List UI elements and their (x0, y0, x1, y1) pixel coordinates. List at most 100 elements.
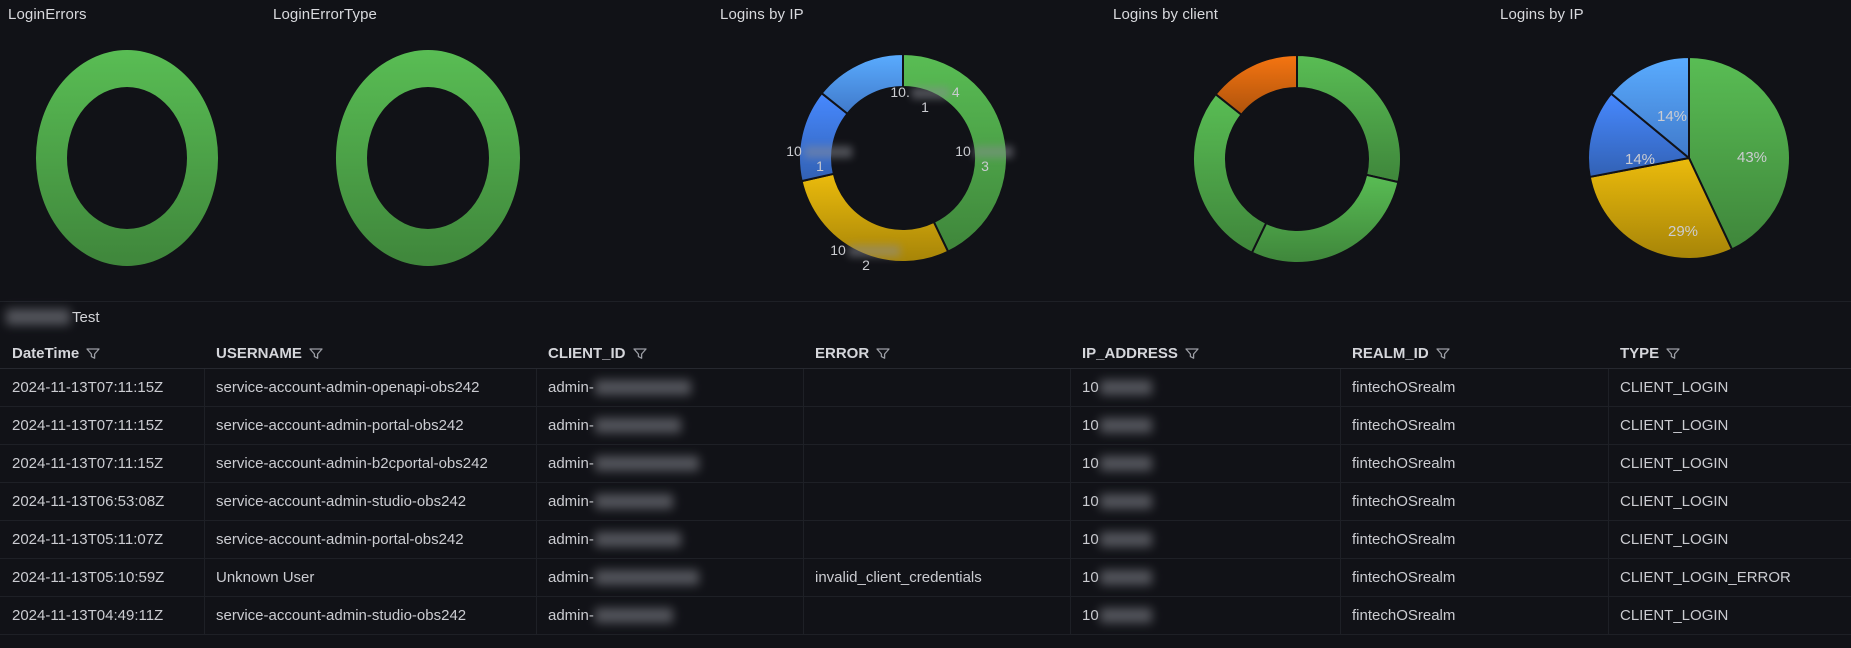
pie-slice-3-3[interactable] (1214, 54, 1298, 116)
table-header-row: DateTime USERNAME CLIENT_ID ERROR IP_ADDRESS… (0, 345, 1851, 369)
cell-type: CLIENT_LOGIN (1620, 455, 1729, 472)
cell-client-id: admin- (536, 559, 803, 596)
redacted-text (6, 309, 70, 325)
pie-slice-4-0[interactable] (1688, 56, 1791, 251)
cell-type: CLIENT_LOGIN (1620, 379, 1729, 396)
cell-error (803, 445, 1070, 482)
table-row: 2024-11-13T05:10:59Z Unknown User admin-in… (0, 559, 1851, 597)
column-header-error[interactable]: ERROR (815, 345, 890, 362)
column-header-ip_address[interactable]: IP_ADDRESS (1082, 345, 1199, 362)
table-panel-title[interactable]: Test (6, 308, 100, 326)
column-header-realm_id[interactable]: REALM_ID (1352, 345, 1450, 362)
column-divider (536, 369, 537, 635)
cell-type: CLIENT_LOGIN (1620, 607, 1729, 624)
filter-icon[interactable] (1436, 347, 1450, 360)
pie-slice-2-0[interactable] (902, 53, 1008, 253)
cell-type: CLIENT_LOGIN (1620, 417, 1729, 434)
cell-username: service-account-admin-studio-obs242 (216, 607, 467, 624)
cell-realm-id: fintechOSrealm (1352, 531, 1456, 548)
cell-ip-address: 10 (1070, 483, 1340, 520)
filter-icon[interactable] (1666, 347, 1680, 360)
cell-username: service-account-admin-portal-obs242 (216, 531, 464, 548)
column-divider (1608, 369, 1609, 635)
panel-title-login-errors[interactable]: LoginErrors (8, 6, 87, 23)
cell-username: service-account-admin-portal-obs242 (216, 417, 464, 434)
panel-title-logins-by-ip[interactable]: Logins by IP (720, 6, 804, 23)
column-divider (1340, 369, 1341, 635)
cell-client-id: admin- (536, 597, 803, 634)
cell-error (803, 369, 1070, 406)
cell-ip-address: 10 (1070, 521, 1340, 558)
cell-datetime: 2024-11-13T05:11:07Z (12, 531, 164, 548)
table-row: 2024-11-13T06:53:08Z service-account-admi… (0, 483, 1851, 521)
cell-error (803, 597, 1070, 634)
pie-slice-3-0[interactable] (1296, 54, 1402, 184)
filter-icon[interactable] (309, 347, 323, 360)
cell-datetime: 2024-11-13T06:53:08Z (12, 493, 165, 510)
redacted-text (594, 456, 699, 471)
pie-slice-1-0[interactable] (335, 49, 521, 267)
cell-client-id: admin- (536, 445, 803, 482)
filter-icon[interactable] (1185, 347, 1199, 360)
redacted-text (1099, 532, 1152, 547)
pie-slice-2-1[interactable] (800, 172, 950, 263)
table-body: 2024-11-13T07:11:15Z service-account-admi… (0, 369, 1851, 635)
column-header-label: IP_ADDRESS (1082, 345, 1178, 362)
cell-client-id: admin- (536, 369, 803, 406)
column-divider (1070, 369, 1071, 635)
redacted-text (1099, 570, 1152, 585)
panel-title-login-error-type[interactable]: LoginErrorType (273, 6, 377, 23)
table-row: 2024-11-13T04:49:11Z service-account-admi… (0, 597, 1851, 635)
filter-icon[interactable] (86, 347, 100, 360)
column-header-label: USERNAME (216, 345, 302, 362)
cell-ip-address: 10 (1070, 369, 1340, 406)
cell-client-id: admin- (536, 521, 803, 558)
cell-error (803, 483, 1070, 520)
column-header-label: DateTime (12, 345, 80, 362)
cell-ip-address: 10 (1070, 597, 1340, 634)
table-row: 2024-11-13T07:11:15Z service-account-admi… (0, 407, 1851, 445)
filter-icon[interactable] (632, 347, 647, 360)
pie-slice-3-1[interactable] (1250, 173, 1400, 264)
cell-realm-id: fintechOSrealm (1352, 417, 1456, 434)
pie-slice-4-2[interactable] (1587, 92, 1690, 178)
redacted-text (1099, 608, 1152, 623)
column-header-username[interactable]: USERNAME (216, 345, 323, 362)
pie-slice-4-3[interactable] (1610, 56, 1690, 159)
redacted-text (1099, 494, 1152, 509)
cell-type: CLIENT_LOGIN_ERROR (1620, 569, 1791, 586)
pie-slice-0-0[interactable] (35, 49, 219, 267)
column-header-datetime[interactable]: DateTime (12, 345, 100, 362)
column-header-client_id[interactable]: CLIENT_ID (548, 345, 647, 362)
pie-charts-canvas[interactable] (0, 0, 1851, 300)
column-header-label: CLIENT_ID (548, 345, 626, 362)
cell-realm-id: fintechOSrealm (1352, 379, 1456, 396)
cell-ip-address: 10 (1070, 559, 1340, 596)
column-divider (803, 369, 804, 635)
redacted-text (594, 494, 673, 509)
cell-datetime: 2024-11-13T05:10:59Z (12, 569, 165, 586)
pie-slice-3-2[interactable] (1192, 93, 1268, 254)
redacted-text (594, 608, 673, 623)
table-row: 2024-11-13T05:11:07Z service-account-admi… (0, 521, 1851, 559)
cell-client-id: admin- (536, 483, 803, 520)
cell-type: CLIENT_LOGIN (1620, 493, 1729, 510)
cell-realm-id: fintechOSrealm (1352, 493, 1456, 510)
cell-username: service-account-admin-b2cportal-obs242 (216, 455, 488, 472)
cell-ip-address: 10 (1070, 407, 1340, 444)
cell-datetime: 2024-11-13T07:11:15Z (12, 379, 164, 396)
redacted-text (594, 380, 691, 395)
pie-slice-4-1[interactable] (1588, 157, 1733, 260)
filter-icon[interactable] (876, 347, 890, 360)
cell-type: CLIENT_LOGIN (1620, 531, 1729, 548)
pie-slice-2-3[interactable] (820, 53, 904, 115)
cell-error (803, 521, 1070, 558)
column-header-label: REALM_ID (1352, 345, 1429, 362)
panel-title-logins-by-ip-pie[interactable]: Logins by IP (1500, 6, 1584, 23)
redacted-text (1099, 380, 1152, 395)
panel-title-logins-by-client[interactable]: Logins by client (1113, 6, 1218, 23)
redacted-text (594, 418, 681, 433)
redacted-text (1099, 456, 1152, 471)
column-header-type[interactable]: TYPE (1620, 345, 1680, 362)
